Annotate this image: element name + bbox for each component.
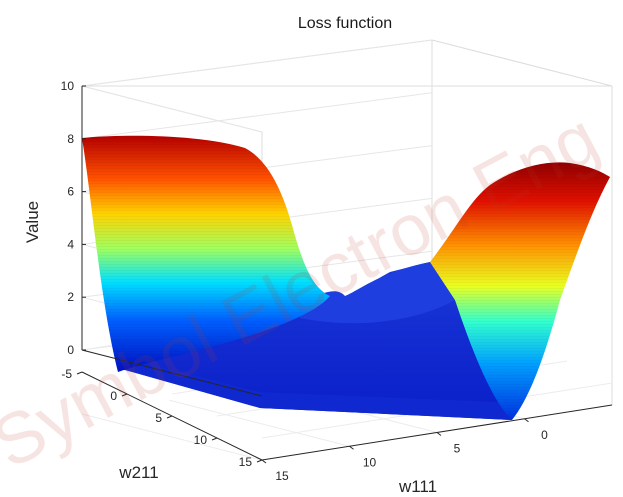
surface-left-mesh	[82, 135, 330, 372]
y-tick-label: 15	[239, 455, 253, 469]
x-grid-line	[169, 399, 350, 447]
y-axis-line	[81, 349, 263, 397]
y-tick-mark	[166, 415, 173, 419]
z-tick-label: 6	[67, 185, 74, 199]
y-tick-label: 5	[155, 411, 162, 425]
x-tick-mark	[261, 459, 267, 464]
y-tick-mark	[121, 393, 128, 397]
x-tick-mark	[436, 432, 442, 436]
y-tick-label: 0	[110, 389, 117, 403]
z-axis-label: Value	[23, 201, 42, 243]
x-axis-label: w111	[398, 477, 437, 496]
x-tick-label: 5	[454, 442, 461, 456]
z-tick-label: 2	[67, 290, 74, 304]
surface-valley	[300, 262, 455, 324]
surface-floor-edge	[118, 360, 512, 420]
z-tick-label: 4	[67, 237, 74, 251]
z-grid-line-back	[81, 92, 433, 140]
y-tick-label: 10	[194, 433, 208, 447]
x-grid-line	[81, 413, 263, 461]
y-tick-mark	[211, 437, 218, 441]
y-tick-mark	[76, 371, 83, 375]
y-tick-mark	[256, 459, 263, 463]
z-tick-label: 10	[61, 79, 75, 93]
x-tick-label: 10	[363, 455, 377, 469]
y-tick-label: -5	[61, 367, 72, 381]
y-ticks: -5 0 5 10 15	[61, 367, 263, 469]
surface-right-mesh	[430, 162, 610, 420]
chart-title: Loss function	[298, 15, 392, 32]
z-ticks: 0 2 4 6 8 10	[61, 79, 86, 357]
x-tick-mark	[524, 418, 529, 423]
x-tick-label: 15	[275, 469, 289, 483]
surface	[82, 135, 610, 420]
z-grid-line-back	[81, 39, 433, 87]
z-tick-label: 0	[67, 343, 74, 357]
y-axis-label: w211	[118, 463, 158, 482]
z-tick-label: 8	[67, 132, 74, 146]
x-ticks: 15 10 5 0	[261, 418, 548, 483]
z-grid-line	[81, 85, 263, 133]
x-tick-label: 0	[541, 428, 548, 442]
x-tick-mark	[349, 445, 354, 450]
